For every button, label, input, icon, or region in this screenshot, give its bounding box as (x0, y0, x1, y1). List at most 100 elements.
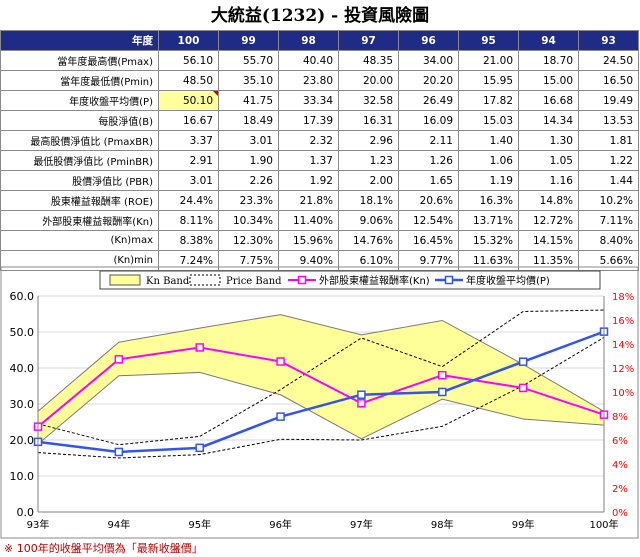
table-row: 股價淨值比 (PBR) 3.01 2.26 1.92 2.00 1.65 1.19 1.16 1… (0, 170, 639, 191)
table-cell: 11.63% (458, 250, 519, 271)
table-cell: 9.77% (398, 250, 459, 271)
price-band-upper (37, 309, 605, 446)
table-cell: 7.24% (158, 250, 219, 271)
row-label: 外部股東權益報酬率(Kn) (0, 210, 159, 231)
table-cell: 55.70 (218, 50, 279, 71)
table-row: 最低股價淨值比 (PminBR) 2.91 1.90 1.37 1.23 1.26 1.06… (0, 150, 639, 171)
kn-point (276, 357, 285, 366)
table-cell: 16.68 (518, 90, 579, 111)
header-label: 年度 (0, 30, 159, 51)
table-cell: 8.40% (578, 230, 639, 251)
table-cell: 1.90 (218, 150, 279, 171)
table-cell: 13.53 (578, 110, 639, 131)
table-cell: 1.37 (278, 150, 339, 171)
table-cell: 16.45% (398, 230, 459, 251)
y-right-tick-label: 8% (612, 412, 628, 423)
table-cell: 20.00 (338, 70, 399, 91)
price-band-lower (37, 336, 605, 459)
kn-band (38, 314, 604, 445)
table-cell: 35.10 (218, 70, 279, 91)
table-row: 外部股東權益報酬率(Kn) 8.11% 10.34% 11.40% 9.06% 12.54… (0, 210, 639, 231)
x-tick-label: 98年 (431, 518, 454, 531)
table-cell: 14.76% (338, 230, 399, 251)
table-cell: 11.35% (518, 250, 579, 271)
x-tick-label: 93年 (27, 518, 50, 531)
year-header: 98 (278, 30, 339, 51)
kn-point (518, 383, 528, 393)
table-cell: 9.06% (338, 210, 399, 231)
table-cell: 16.09 (398, 110, 459, 131)
year-header: 99 (218, 30, 279, 51)
legend-marker-price (444, 275, 454, 285)
row-label: 股東權益報酬率 (ROE) (0, 190, 159, 211)
table-cell: 1.05 (518, 150, 579, 171)
legend-label: 外部股東權益報酬率(Kn) (319, 274, 430, 287)
table-cell: 50.10 (158, 90, 219, 111)
price-line (37, 330, 605, 454)
table-cell: 1.65 (398, 170, 459, 191)
table-cell: 34.00 (398, 50, 459, 71)
table-cell: 3.37 (158, 130, 219, 151)
table-cell: 9.40% (278, 250, 339, 271)
table-row: 年度收盤平均價(P) 50.10 41.75 33.34 32.58 26.49 17.82… (0, 90, 639, 111)
legend-label: 年度收盤平均價(P) (466, 274, 550, 287)
y-right-tick-label: 16% (612, 316, 634, 327)
price-point (114, 447, 124, 457)
table-cell: 18.70 (518, 50, 579, 71)
table-cell: 15.00 (518, 70, 579, 91)
table-cell: 1.06 (458, 150, 519, 171)
table-cell: 19.49 (578, 90, 639, 111)
table-cell: 12.54% (398, 210, 459, 231)
table-cell: 15.03 (458, 110, 519, 131)
kn-point (438, 370, 447, 380)
y-right-tick-label: 0% (612, 508, 628, 519)
table-cell: 15.32% (458, 230, 519, 251)
x-tick-label: 95年 (188, 518, 211, 531)
y-left-tick-label: 0.0 (17, 506, 35, 519)
table-cell: 23.80 (278, 70, 339, 91)
row-label: 年度收盤平均價(P) (0, 90, 159, 111)
table-cell: 1.19 (458, 170, 519, 191)
table-cell: 33.34 (278, 90, 339, 111)
y-left-tick-label: 30.0 (10, 398, 35, 411)
y-right-tick-label: 12% (612, 364, 634, 375)
risk-table: 年度 100 99 98 97 96 95 94 93 當年度最高價(Pmax)… (0, 30, 639, 271)
table-cell: 12.72% (518, 210, 579, 231)
y-right-tick-label: 10% (612, 388, 634, 399)
table-cell: 16.31 (338, 110, 399, 131)
table-cell: 41.75 (218, 90, 279, 111)
x-tick-label: 100年 (589, 518, 618, 531)
table-cell: 6.10% (338, 250, 399, 271)
table-cell: 15.95 (458, 70, 519, 91)
table-cell: 1.23 (338, 150, 399, 171)
chart-area: 0.0 10.0 20.0 30.0 40.0 50.0 60.0 0% 2% 4% 6% 8% 10%… (0, 266, 640, 539)
table-cell: 21.00 (458, 50, 519, 71)
x-tick-label: 99年 (512, 518, 535, 531)
kn-point (357, 399, 366, 408)
table-cell: 32.58 (338, 90, 399, 111)
price-point (357, 390, 366, 399)
risk-chart: 0.0 10.0 20.0 30.0 40.0 50.0 60.0 0% 2% 4% 6% 8% 10%… (0, 266, 639, 539)
table-cell: 2.96 (338, 130, 399, 151)
chart-frame (0, 266, 639, 539)
table-body: 當年度最高價(Pmax) 56.10 55.70 40.40 48.35 34.00 21.… (0, 50, 639, 271)
table-cell: 2.91 (158, 150, 219, 171)
table-cell: 26.49 (398, 90, 459, 111)
table-cell: 3.01 (218, 130, 279, 151)
row-label: (Kn)min (0, 250, 159, 271)
table-cell: 12.30% (218, 230, 279, 251)
table-cell: 8.38% (158, 230, 219, 251)
table-cell: 18.49 (218, 110, 279, 131)
y-left-tick-label: 40.0 (10, 362, 35, 375)
table-cell: 48.35 (338, 50, 399, 71)
table-cell: 1.40 (458, 130, 519, 151)
table-cell: 14.8% (518, 190, 579, 211)
table-cell: 8.11% (158, 210, 219, 231)
table-cell: 14.15% (518, 230, 579, 251)
row-label: 最高股價淨值比 (PmaxBR) (0, 130, 159, 151)
table-cell: 16.67 (158, 110, 219, 131)
table-row: (Kn)min 7.24% 7.75% 9.40% 6.10% 9.77% 11.63% 11… (0, 250, 639, 271)
table-cell: 10.34% (218, 210, 279, 231)
table-cell: 2.11 (398, 130, 459, 151)
row-label: 最低股價淨值比 (PminBR) (0, 150, 159, 171)
